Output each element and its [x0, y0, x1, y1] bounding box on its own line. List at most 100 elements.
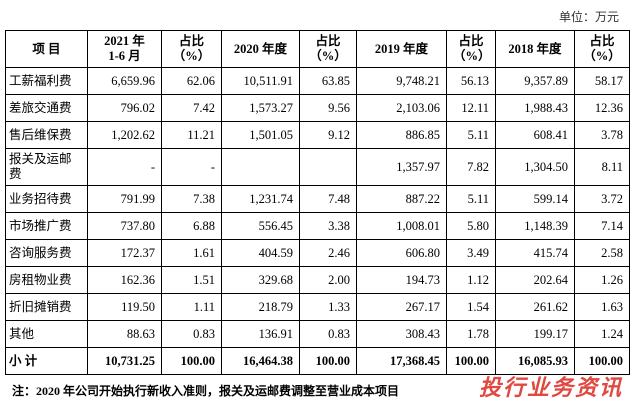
header-text: （%） — [309, 49, 347, 63]
value-cell: 17,368.45 — [356, 347, 447, 375]
header-text: 占比 — [589, 34, 615, 48]
table-row: 差旅交通费 796.02 7.42 1,573.27 9.56 2,103.06 12.11… — [5, 94, 630, 122]
value-cell: 887.22 — [356, 185, 447, 213]
table-header: 项 目 2021 年 1-6 月占比 （%） 2020 年度 占比 （%） 2019 年度 占比… — [5, 30, 630, 68]
header-row: 项 目 2021 年 1-6 月占比 （%） 2020 年度 占比 （%） 2019 年度 占比… — [5, 30, 630, 68]
value-cell: - — [161, 148, 222, 186]
header-text: 占比 — [178, 34, 204, 48]
value-cell: 5.80 — [446, 212, 496, 240]
footnote: 注：2020 年公司开始执行新收入准则，报关及运邮费调整至营业成本项目 — [12, 384, 400, 398]
value-cell: 100.00 — [161, 347, 222, 375]
header-cell: 2018 年度 — [495, 30, 575, 68]
table-row: 咨询服务费 172.37 1.61 404.59 2.46 606.80 3.49 415.7… — [5, 239, 630, 267]
header-text: 2018 年度 — [508, 41, 562, 56]
row-label: 小 计 — [5, 347, 88, 375]
table-row: 房租物业费 162.36 1.51 329.68 2.00 194.73 1.12 202.6… — [5, 266, 630, 294]
value-cell: 8.11 — [574, 148, 630, 186]
value-cell: 1,304.50 — [495, 148, 575, 186]
row-label: 咨询服务费 — [5, 239, 88, 267]
value-cell: 63.85 — [299, 67, 357, 95]
value-cell: 12.36 — [574, 94, 630, 122]
value-cell: 1,357.97 — [356, 148, 447, 186]
value-cell: 796.02 — [87, 94, 162, 122]
value-cell: 1.12 — [446, 266, 496, 294]
watermark: 投行业务资讯 — [478, 376, 623, 401]
value-cell: 9.12 — [299, 121, 357, 149]
value-cell: 2.58 — [574, 239, 630, 267]
value-cell: 5.11 — [446, 185, 496, 213]
row-label: 售后维保费 — [5, 121, 88, 149]
value-cell: 261.62 — [495, 293, 575, 321]
header-text: 占比 — [315, 34, 341, 48]
row-label: 市场推广费 — [5, 212, 88, 240]
value-cell — [221, 148, 300, 186]
value-cell: 100.00 — [299, 347, 357, 375]
header-text: （%） — [172, 49, 211, 63]
value-cell: 556.45 — [221, 212, 300, 240]
header-text: 2019 年度 — [374, 41, 429, 56]
value-cell: 1.51 — [161, 266, 222, 294]
header-cell: 2020 年度 — [221, 30, 300, 68]
header-text: 2020 年度 — [233, 41, 288, 56]
header-text: （%） — [583, 49, 621, 63]
value-cell: 1,008.01 — [356, 212, 447, 240]
table-row: 工薪福利费 6,659.96 62.06 10,511.91 63.85 9,748.21… — [5, 67, 630, 95]
value-cell: 136.91 — [221, 320, 300, 348]
value-cell: 10,511.91 — [221, 67, 300, 95]
value-cell: 7.48 — [299, 185, 357, 213]
value-cell: 1,573.27 — [221, 94, 300, 122]
table-row: 售后维保费 1,202.62 11.21 1,501.05 9.12 886.85 5.11… — [5, 121, 630, 149]
value-cell: 199.17 — [495, 320, 575, 348]
value-cell: 329.68 — [221, 266, 300, 294]
row-label: 报关及运邮费 — [5, 148, 88, 186]
value-cell: 1,231.74 — [221, 185, 300, 213]
value-cell: 100.00 — [446, 347, 496, 375]
value-cell: - — [87, 148, 162, 186]
header-cell: 占比 （%） — [299, 30, 357, 68]
header-text: 1-6 月 — [108, 49, 141, 63]
value-cell: 404.59 — [221, 239, 300, 267]
value-cell: 162.36 — [87, 266, 162, 294]
value-cell: 7.14 — [574, 212, 630, 240]
value-cell: 791.99 — [87, 185, 162, 213]
value-cell: 886.85 — [356, 121, 447, 149]
value-cell: 202.64 — [495, 266, 575, 294]
value-cell: 1.78 — [446, 320, 496, 348]
value-cell: 119.50 — [87, 293, 162, 321]
value-cell: 1,148.39 — [495, 212, 575, 240]
value-cell: 0.83 — [299, 320, 357, 348]
value-cell: 267.17 — [356, 293, 447, 321]
value-cell: 608.41 — [495, 121, 575, 149]
header-text: （%） — [453, 49, 491, 63]
value-cell: 2.00 — [299, 266, 357, 294]
value-cell: 58.17 — [574, 67, 630, 95]
value-cell: 194.73 — [356, 266, 447, 294]
value-cell: 2,103.06 — [356, 94, 447, 122]
value-cell: 56.13 — [446, 67, 496, 95]
value-cell: 172.37 — [87, 239, 162, 267]
row-label: 工薪福利费 — [5, 67, 88, 95]
expense-table: 项 目 2021 年 1-6 月占比 （%） 2020 年度 占比 （%） 2019 年度 占比… — [5, 30, 630, 375]
value-cell: 100.00 — [574, 347, 630, 375]
table-row: 小 计 10,731.25 100.00 16,464.38 100.00 17,368.… — [5, 347, 630, 375]
header-cell: 2019 年度 — [356, 30, 447, 68]
row-label: 其他 — [5, 320, 88, 348]
value-cell: 1,202.62 — [87, 121, 162, 149]
header-cell: 占比 （%） — [574, 30, 630, 68]
value-cell: 10,731.25 — [87, 347, 162, 375]
value-cell: 6,659.96 — [87, 67, 162, 95]
value-cell: 1.61 — [161, 239, 222, 267]
value-cell: 16,464.38 — [221, 347, 300, 375]
header-text: 占比 — [458, 34, 484, 48]
value-cell: 3.38 — [299, 212, 357, 240]
value-cell: 9.56 — [299, 94, 357, 122]
value-cell: 16,085.93 — [495, 347, 575, 375]
unit-label: 单位：万元 — [558, 10, 619, 24]
value-cell: 1.11 — [161, 293, 222, 321]
value-cell: 1.63 — [574, 293, 630, 321]
row-label: 业务招待费 — [5, 185, 88, 213]
value-cell: 3.72 — [574, 185, 630, 213]
value-cell: 1.33 — [299, 293, 357, 321]
